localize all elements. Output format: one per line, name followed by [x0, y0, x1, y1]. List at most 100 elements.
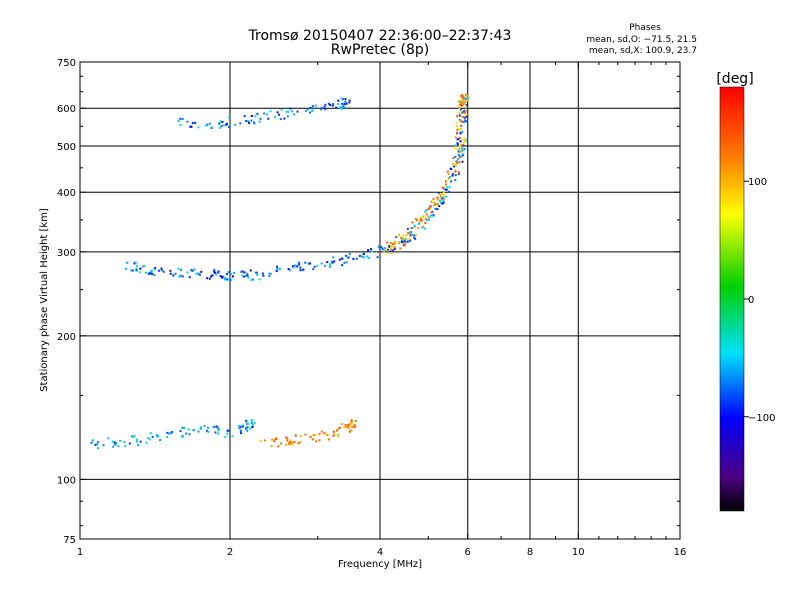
- data-point: [324, 103, 327, 106]
- data-point: [241, 425, 244, 428]
- data-point: [156, 435, 159, 438]
- data-point: [419, 218, 422, 221]
- data-point: [192, 121, 195, 124]
- data-point: [179, 429, 182, 432]
- data-point: [455, 121, 458, 124]
- data-point: [462, 96, 465, 99]
- data-point: [250, 119, 253, 122]
- data-point: [454, 170, 457, 173]
- data-point: [267, 117, 270, 120]
- data-point: [444, 183, 447, 186]
- data-point: [337, 103, 340, 106]
- data-point: [190, 125, 193, 128]
- data-point: [458, 107, 461, 110]
- data-point: [462, 98, 465, 101]
- data-point: [386, 248, 389, 251]
- data-point: [112, 445, 115, 448]
- y-tick-label: 200: [57, 332, 76, 343]
- data-point: [456, 115, 459, 118]
- data-point: [132, 435, 135, 438]
- data-point: [451, 172, 454, 175]
- data-point: [316, 264, 319, 267]
- data-point: [181, 275, 184, 278]
- data-point: [223, 277, 226, 280]
- data-point: [459, 150, 462, 153]
- data-point: [400, 238, 403, 241]
- data-point: [389, 252, 392, 255]
- y-axis-label: Stationary phase Virtual Height [km]: [39, 208, 50, 392]
- data-point: [269, 110, 272, 113]
- data-point: [213, 270, 216, 273]
- data-point: [205, 429, 208, 432]
- data-point: [342, 105, 345, 108]
- data-point: [459, 103, 462, 106]
- data-point: [439, 193, 442, 196]
- data-point: [222, 124, 225, 127]
- data-point: [465, 115, 468, 118]
- data-point: [285, 436, 288, 439]
- data-point: [240, 425, 243, 428]
- data-point: [243, 115, 246, 118]
- data-point: [190, 268, 193, 271]
- data-point: [461, 116, 464, 119]
- data-point: [115, 442, 118, 445]
- data-point: [298, 263, 301, 266]
- data-point: [230, 273, 233, 276]
- data-point: [463, 137, 466, 140]
- data-point: [348, 426, 351, 429]
- data-point: [258, 120, 261, 123]
- data-point: [345, 261, 348, 264]
- data-point: [174, 272, 177, 275]
- data-point: [367, 257, 370, 260]
- data-point: [455, 164, 458, 167]
- data-point: [393, 246, 396, 249]
- data-point: [333, 433, 336, 436]
- data-point: [169, 269, 172, 272]
- data-point: [147, 437, 150, 440]
- data-point: [244, 120, 247, 123]
- data-point: [251, 423, 254, 426]
- data-point: [210, 275, 213, 278]
- data-point: [407, 232, 410, 235]
- data-point: [314, 104, 317, 107]
- data-point: [409, 233, 412, 236]
- data-point: [111, 440, 114, 443]
- x-tick-label: 4: [377, 547, 383, 558]
- data-point: [294, 264, 297, 267]
- data-point: [277, 445, 280, 448]
- data-point: [394, 241, 397, 244]
- data-point: [424, 210, 427, 213]
- data-point: [459, 119, 462, 122]
- data-point: [348, 423, 351, 426]
- data-point: [225, 123, 228, 126]
- data-point: [412, 236, 415, 239]
- data-point: [459, 144, 462, 147]
- y-tick-label: 750: [57, 58, 76, 69]
- data-point: [312, 434, 315, 437]
- data-point: [402, 244, 405, 247]
- data-point: [143, 264, 146, 267]
- data-point: [124, 445, 127, 448]
- data-point: [390, 248, 393, 251]
- data-point: [138, 271, 141, 274]
- data-point: [465, 110, 468, 113]
- data-point: [134, 261, 137, 264]
- data-point: [402, 237, 405, 240]
- data-point: [461, 138, 464, 141]
- x-tick-label: 1: [77, 547, 83, 558]
- data-point: [331, 104, 334, 107]
- data-point: [458, 161, 461, 164]
- data-point: [425, 219, 428, 222]
- data-point: [306, 108, 309, 111]
- data-point: [456, 142, 459, 145]
- data-point: [343, 103, 346, 106]
- data-point: [346, 424, 349, 427]
- data-point: [392, 243, 395, 246]
- data-point: [157, 269, 160, 272]
- data-point: [458, 136, 461, 139]
- data-point: [454, 155, 457, 158]
- data-point: [457, 150, 460, 153]
- data-point: [465, 97, 468, 100]
- data-point: [456, 128, 459, 131]
- data-point: [457, 105, 460, 108]
